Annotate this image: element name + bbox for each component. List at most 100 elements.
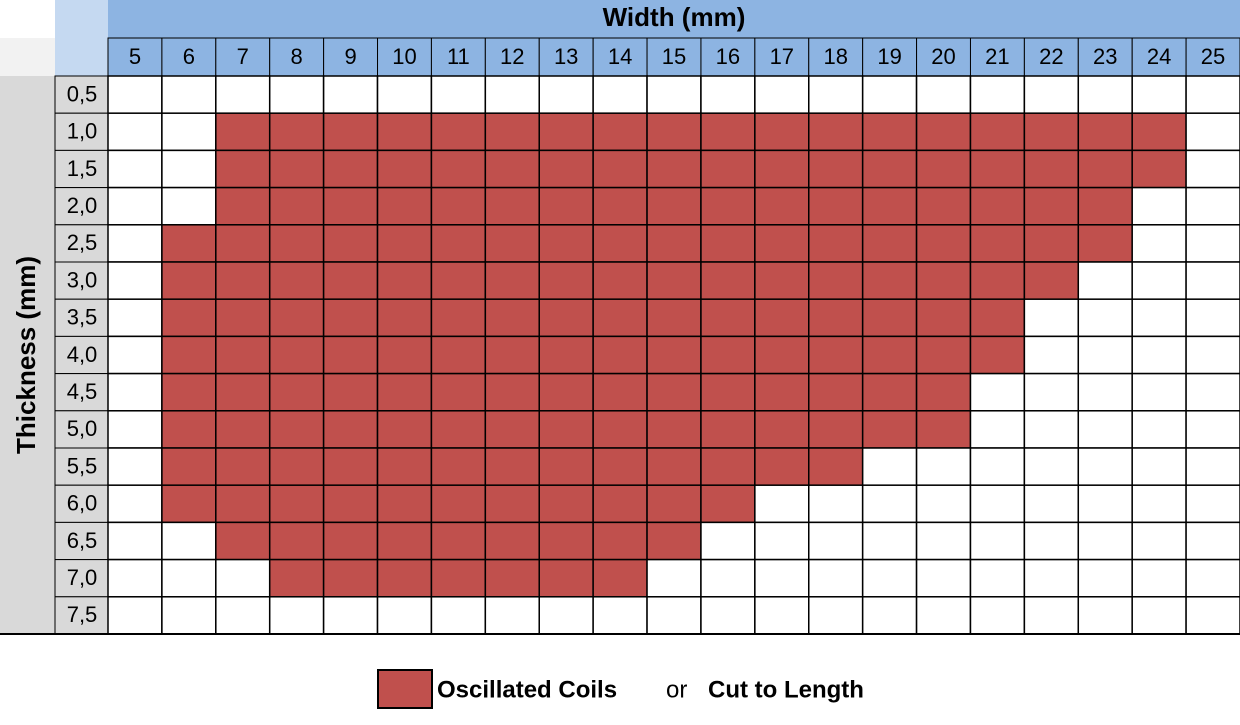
filled-cell xyxy=(430,149,487,189)
filled-cell xyxy=(484,112,540,152)
empty-cell xyxy=(700,596,756,635)
filled-cell xyxy=(1131,149,1187,189)
filled-cell xyxy=(161,484,217,524)
filled-cell xyxy=(484,484,540,524)
row-label-cell xyxy=(54,149,109,189)
empty-cell xyxy=(1185,149,1240,189)
empty-cell xyxy=(376,596,433,635)
empty-cell xyxy=(1185,596,1240,635)
column-header-cell xyxy=(269,37,325,77)
filled-cell xyxy=(376,261,433,300)
filled-cell xyxy=(915,335,972,375)
filled-cell xyxy=(1077,186,1133,226)
filled-cell xyxy=(969,298,1026,338)
legend-label: Oscillated Coils xyxy=(437,676,617,703)
row-label: 4,0 xyxy=(67,342,98,367)
empty-cell xyxy=(430,75,487,114)
filled-cell xyxy=(484,298,540,338)
filled-cell xyxy=(915,112,972,152)
filled-cell xyxy=(592,484,648,524)
empty-cell xyxy=(1077,521,1133,561)
empty-cell xyxy=(1185,521,1240,561)
filled-cell xyxy=(1023,224,1080,263)
filled-cell xyxy=(322,149,379,189)
empty-cell xyxy=(1023,372,1080,412)
filled-cell xyxy=(808,298,864,338)
filled-cell xyxy=(322,335,379,375)
filled-cell xyxy=(430,521,487,561)
empty-cell xyxy=(915,75,972,114)
empty-cell xyxy=(1077,484,1133,524)
row-label: 2,0 xyxy=(67,193,98,218)
column-label: 15 xyxy=(662,44,686,69)
row-label-cell xyxy=(54,596,109,635)
corner xyxy=(55,0,108,76)
column-header-cell xyxy=(969,37,1025,77)
column-label: 14 xyxy=(608,44,632,69)
empty-cell xyxy=(754,484,810,524)
filled-cell xyxy=(861,372,918,412)
empty-cell xyxy=(808,596,864,635)
filled-cell xyxy=(215,410,271,449)
filled-cell xyxy=(484,447,540,486)
empty-cell xyxy=(646,558,702,598)
empty-cell xyxy=(268,596,325,635)
filled-cell xyxy=(808,410,864,449)
filled-cell xyxy=(592,149,648,189)
row-label: 2,5 xyxy=(67,230,98,255)
empty-cell xyxy=(1023,484,1080,524)
column-label: 7 xyxy=(237,44,249,69)
filled-cell xyxy=(215,372,271,412)
empty-cell xyxy=(107,372,163,412)
empty-cell xyxy=(969,484,1026,524)
filled-cell xyxy=(538,335,594,375)
filled-cell xyxy=(808,112,864,152)
empty-cell xyxy=(322,75,379,114)
filled-cell xyxy=(592,224,648,263)
filled-cell xyxy=(646,224,702,263)
empty-cell xyxy=(1077,410,1133,449)
filled-cell xyxy=(592,558,648,598)
empty-cell xyxy=(969,447,1026,486)
empty-cell xyxy=(107,75,163,114)
filled-cell xyxy=(969,335,1026,375)
empty-cell xyxy=(1131,298,1187,338)
empty-cell xyxy=(1131,410,1187,449)
filled-cell xyxy=(430,558,487,598)
filled-cell xyxy=(430,298,487,338)
filled-cell xyxy=(915,186,972,226)
filled-cell xyxy=(1023,149,1080,189)
column-label: 23 xyxy=(1093,44,1117,69)
filled-cell xyxy=(915,372,972,412)
empty-cell xyxy=(1023,75,1080,114)
empty-cell xyxy=(1023,447,1080,486)
filled-cell xyxy=(754,298,810,338)
empty-cell xyxy=(808,75,864,114)
column-header-cell xyxy=(377,37,432,77)
empty-cell xyxy=(161,558,217,598)
empty-cell xyxy=(1185,372,1240,412)
filled-cell xyxy=(808,224,864,263)
filled-cell xyxy=(538,447,594,486)
filled-cell xyxy=(754,112,810,152)
filled-cell xyxy=(700,224,756,263)
column-label: 10 xyxy=(392,44,416,69)
filled-cell xyxy=(808,186,864,226)
filled-cell xyxy=(700,484,756,524)
empty-cell xyxy=(107,112,163,152)
empty-cell xyxy=(1131,596,1187,635)
filled-cell xyxy=(430,112,487,152)
empty-cell xyxy=(915,596,972,635)
filled-cell xyxy=(646,484,702,524)
column-label: 25 xyxy=(1201,44,1225,69)
filled-cell xyxy=(700,335,756,375)
filled-cell xyxy=(430,484,487,524)
filled-cell xyxy=(430,447,487,486)
filled-cell xyxy=(322,298,379,338)
filled-cell xyxy=(646,112,702,152)
filled-cell xyxy=(861,186,918,226)
empty-cell xyxy=(915,484,972,524)
column-header-cell xyxy=(700,37,756,77)
legend-label: Cut to Length xyxy=(708,676,864,703)
row-label: 5,5 xyxy=(67,453,98,478)
